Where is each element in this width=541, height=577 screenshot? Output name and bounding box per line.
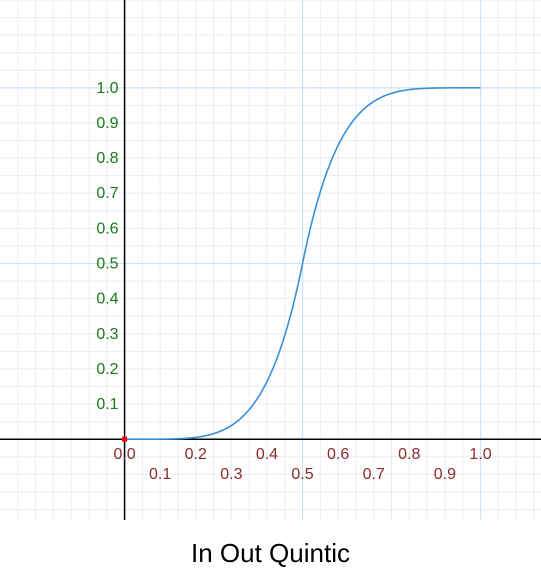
svg-text:0.8: 0.8 (398, 446, 420, 463)
svg-text:0.7: 0.7 (363, 466, 385, 483)
svg-text:0.3: 0.3 (96, 326, 118, 343)
svg-text:0.2: 0.2 (96, 361, 118, 378)
svg-text:0.6: 0.6 (327, 446, 349, 463)
svg-text:0.5: 0.5 (96, 256, 118, 273)
svg-text:0.8: 0.8 (96, 150, 118, 167)
svg-text:0.7: 0.7 (96, 185, 118, 202)
svg-text:0.9: 0.9 (96, 115, 118, 132)
svg-text:1.0: 1.0 (96, 80, 118, 97)
svg-text:0.1: 0.1 (149, 466, 171, 483)
svg-text:0.9: 0.9 (434, 466, 456, 483)
svg-text:0.4: 0.4 (256, 446, 278, 463)
svg-text:0.5: 0.5 (291, 466, 313, 483)
svg-text:0.0: 0.0 (113, 446, 135, 463)
svg-text:1.0: 1.0 (469, 446, 491, 463)
svg-text:0.4: 0.4 (96, 291, 118, 308)
easing-chart: 0.1 0.2 0.3 0.4 0.5 0.6 0.7 0.8 0.9 1.0 0.0 0.2 0.4 0… (0, 0, 541, 520)
chart-container: 0.1 0.2 0.3 0.4 0.5 0.6 0.7 0.8 0.9 1.0 0.0 0.2 0.4 0… (0, 0, 541, 577)
svg-text:0.2: 0.2 (185, 446, 207, 463)
chart-caption: In Out Quintic (0, 538, 541, 569)
svg-text:0.3: 0.3 (220, 466, 242, 483)
svg-text:0.1: 0.1 (96, 396, 118, 413)
svg-text:0.6: 0.6 (96, 220, 118, 237)
